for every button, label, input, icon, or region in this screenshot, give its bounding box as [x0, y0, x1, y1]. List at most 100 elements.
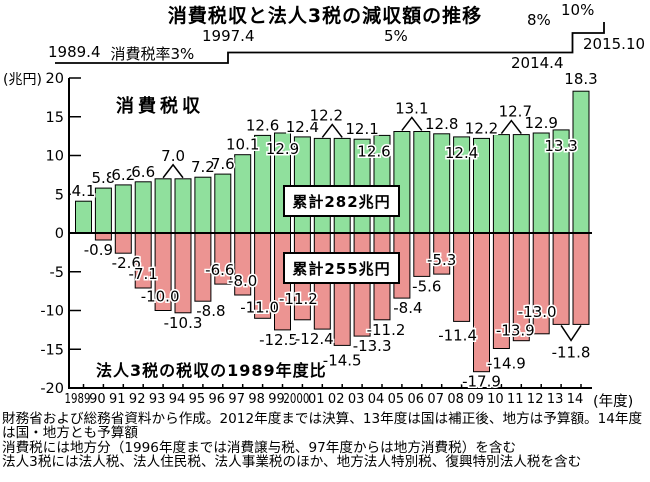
x-tick-label: 06 — [408, 392, 425, 407]
bar-value-label: -13.0 — [518, 303, 557, 321]
x-tick-label: 91 — [109, 392, 126, 407]
chart-title: 消費税収と法人3税の減収額の推移 — [167, 5, 483, 27]
shared-label-caret — [500, 119, 522, 135]
x-tick-label: 97 — [228, 392, 245, 407]
x-tick-label: 04 — [368, 392, 385, 407]
bar-value-label: 6.2 — [111, 166, 135, 184]
x-axis-unit-label: (年度) — [593, 394, 634, 410]
bar-corporate-09 — [473, 232, 490, 373]
tax-rate-10pct-label: 10% — [561, 1, 595, 19]
bar-value-label: 18.3 — [564, 70, 597, 88]
bar-consumption-92 — [134, 181, 152, 234]
bar-consumption-95 — [194, 176, 212, 234]
bar-value-label: 12.2 — [465, 119, 498, 137]
x-tick-label: 07 — [427, 392, 444, 407]
shared-label-caret — [401, 116, 423, 131]
bar-value-label: -12.5 — [259, 331, 298, 349]
bar-value-label: 7.0 — [161, 147, 185, 165]
shared-label-caret — [560, 325, 582, 342]
bar-value-label: -17.9 — [462, 373, 501, 391]
tax-rate-end-date: 2015.10 — [583, 35, 646, 53]
footnotes: 財務省および総務省資料から作成。2012年度までは決算、13年度は国は補正後、地… — [2, 412, 642, 469]
bar-value-label: -5.6 — [412, 277, 441, 295]
y-tick-label: 15 — [46, 110, 64, 126]
y-tick-label: 0 — [55, 226, 64, 242]
footnote-line: 法人3税には法人税、法人住民税、法人事業税のほか、地方法人特別税、復興特別法人税… — [2, 453, 582, 470]
bar-value-label: 4.1 — [72, 182, 96, 200]
x-tick-label: 98 — [248, 392, 265, 407]
tax-rate-step2-date: 2014.4 — [511, 54, 564, 72]
bar-corporate-02 — [333, 232, 351, 346]
bar-value-label: -11.4 — [438, 326, 477, 344]
bar-value-label: 12.9 — [266, 140, 299, 158]
x-tick-label: 09 — [467, 392, 484, 407]
x-tick-label: 13 — [547, 392, 564, 407]
tax-rate-step1-date: 1997.4 — [202, 27, 255, 45]
footnote-line: は国・地方とも予算額 — [2, 425, 138, 442]
bar-value-label: -10.3 — [164, 314, 203, 332]
bar-value-label: -7.1 — [129, 265, 158, 283]
bar-value-label: -0.9 — [84, 241, 113, 259]
bar-value-label: 12.1 — [345, 120, 378, 138]
tax-rate-5pct-label: 5% — [384, 27, 408, 45]
footnote-line: 消費税には地方分（1996年度までは消費譲与税、97年度からは地方消費税）を含む — [2, 439, 517, 456]
bar-value-label: 10.1 — [226, 136, 259, 154]
bar-corporate-90 — [94, 232, 112, 241]
x-tick-label: 2000 — [283, 392, 309, 407]
shared-label-caret — [321, 123, 343, 138]
x-tick-label: 10 — [487, 392, 504, 407]
bar-value-label: -8.8 — [196, 302, 225, 320]
x-tick-label: 1989 — [65, 392, 91, 407]
bar-consumption-14 — [572, 90, 590, 234]
bar-value-label: -11.2 — [279, 290, 318, 308]
x-tick-label: 05 — [388, 392, 405, 407]
x-tick-label: 94 — [169, 392, 186, 407]
x-tick-label: 92 — [129, 392, 146, 407]
bar-consumption-97 — [234, 154, 252, 234]
cumulative-consumption-box: 累計282兆円 — [283, 185, 400, 217]
bar-consumption-10 — [492, 134, 510, 234]
x-tick-label: 08 — [447, 392, 464, 407]
tax-rate-step-line — [55, 22, 605, 64]
bar-value-label: 12.6 — [357, 142, 390, 160]
x-tick-label: 99 — [268, 392, 285, 407]
bar-consumption-93 — [154, 178, 172, 234]
x-tick-label: 96 — [209, 392, 226, 407]
bar-consumption-11 — [512, 134, 530, 234]
x-tick-label: 02 — [328, 392, 345, 407]
bar-value-label: 12.7 — [499, 103, 532, 121]
bar-consumption-90 — [94, 187, 112, 234]
y-tick-label: 10 — [46, 149, 64, 165]
y-tick-label: 20 — [46, 71, 64, 87]
x-tick-label: 01 — [308, 392, 325, 407]
bar-value-label: 12.9 — [524, 114, 557, 132]
x-tick-label: 12 — [527, 392, 544, 407]
bar-value-label: -5.3 — [427, 251, 456, 269]
bar-value-label: -12.4 — [295, 330, 334, 348]
bar-value-label: -8.4 — [393, 299, 422, 317]
bar-consumption-96 — [214, 173, 232, 234]
bar-consumption-06 — [413, 131, 431, 234]
x-tick-label: 93 — [149, 392, 166, 407]
bar-value-label: -14.5 — [323, 351, 362, 369]
bar-value-label: 12.8 — [425, 115, 458, 133]
x-tick-label: 95 — [189, 392, 206, 407]
corporate-tax-series-label: 法人3税の税収の1989年度比 — [96, 361, 327, 380]
tax-rate-8pct-label: 8% — [527, 11, 551, 29]
y-tick-label: -20 — [40, 381, 64, 397]
bar-value-label: 13.1 — [395, 100, 428, 118]
bar-value-label: -11.2 — [367, 321, 406, 339]
tax-rate-start-date: 1989.4 — [48, 43, 101, 61]
bar-value-label: -2.6 — [112, 254, 141, 272]
y-tick-label: -10 — [40, 304, 64, 320]
bar-consumption-91 — [114, 184, 132, 234]
tax-rate-start-group: 1989.4 消費税率3% — [48, 43, 194, 64]
bar-value-label: 6.6 — [131, 163, 155, 181]
bar-value-label: 7.6 — [211, 155, 235, 173]
bar-value-label: -13.9 — [496, 322, 535, 340]
bar-value-label: -13.3 — [353, 337, 392, 355]
bar-value-label: 12.4 — [445, 144, 478, 162]
bar-value-label: 7.2 — [191, 158, 215, 176]
tax-rate-3pct-label: 消費税率3% — [110, 45, 195, 63]
